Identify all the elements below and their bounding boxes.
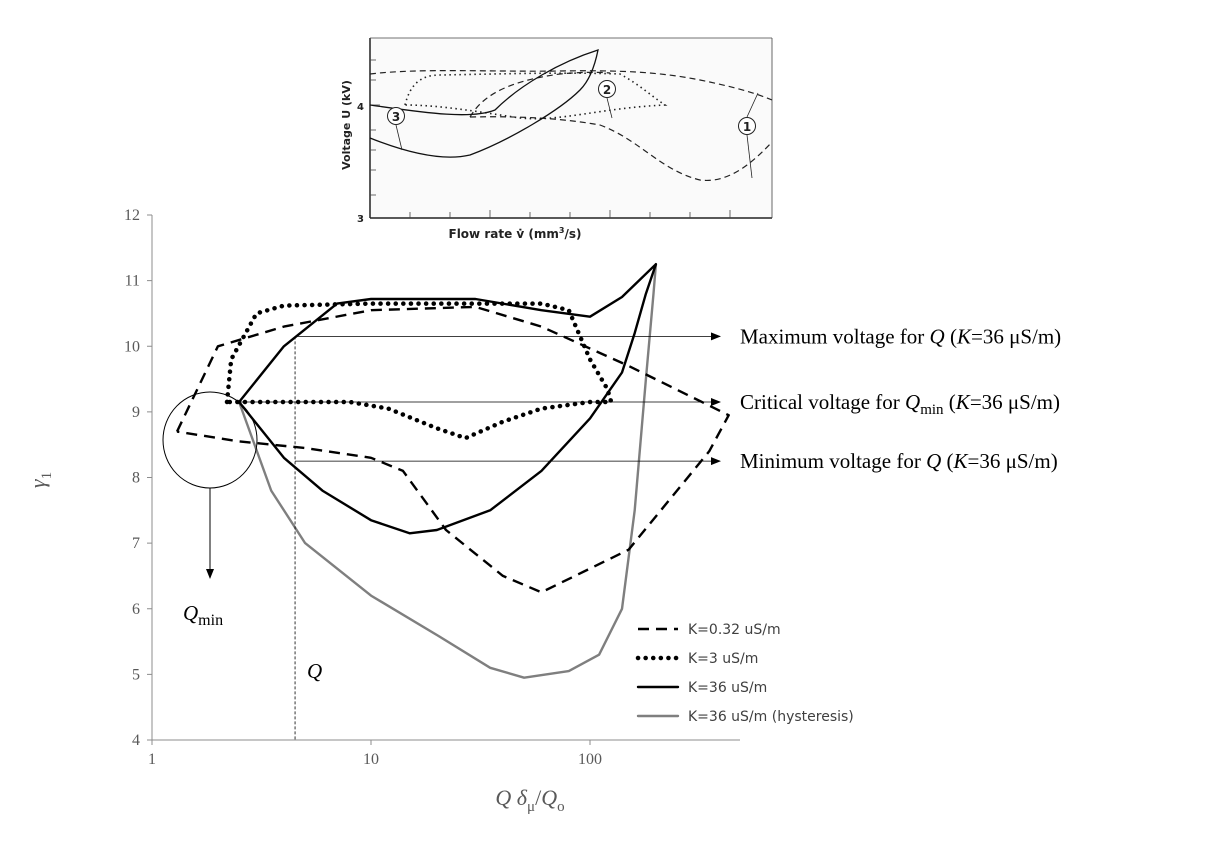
legend-label-2: K=3 uS/m bbox=[688, 651, 758, 667]
inset-chart: 3 2 1 4 3 Voltage U (kV) Flow rate v̇ (m… bbox=[340, 37, 773, 241]
legend-label-4: K=36 uS/m (hysteresis) bbox=[688, 709, 854, 725]
critical-voltage-annotation: Critical voltage for Qmin (K=36 μS/m) bbox=[740, 390, 1060, 418]
series-line-4 bbox=[237, 263, 658, 679]
q-marker-label: Q bbox=[307, 659, 322, 683]
max-voltage-annotation: Maximum voltage for Q (K=36 μS/m) bbox=[740, 324, 1061, 348]
x-tick-label: 1 bbox=[148, 751, 156, 768]
svg-text:1: 1 bbox=[743, 120, 751, 134]
legend-label-3: K=36 uS/m bbox=[688, 680, 767, 696]
y-tick-label: 11 bbox=[125, 273, 140, 290]
qmin-circle bbox=[162, 391, 258, 489]
y-tick-label: 6 bbox=[132, 601, 140, 618]
svg-text:3: 3 bbox=[392, 110, 400, 124]
y-tick-label: 8 bbox=[132, 470, 140, 487]
legend: K=0.32 uS/m K=3 uS/m K=36 uS/m K=36 uS/m (h… bbox=[635, 622, 854, 725]
svg-text:2: 2 bbox=[603, 83, 611, 97]
y-axis-title: γ1 bbox=[25, 472, 55, 488]
legend-label-1: K=0.32 uS/m bbox=[688, 622, 781, 638]
inset-curve-2 bbox=[403, 72, 668, 120]
inset-curve-3 bbox=[369, 49, 599, 158]
min-voltage-annotation: Minimum voltage for Q (K=36 μS/m) bbox=[740, 449, 1058, 473]
inset-curve-label-3: 3 bbox=[387, 107, 405, 151]
series-line-1 bbox=[175, 305, 730, 594]
inset-ytick-4: 4 bbox=[357, 102, 364, 113]
y-tick-label: 4 bbox=[132, 732, 140, 749]
inset-curve-1 bbox=[369, 70, 773, 181]
x-axis-title: Q δμ/Qo bbox=[495, 785, 564, 815]
series-line-3 bbox=[237, 263, 658, 535]
y-tick-label: 9 bbox=[132, 404, 140, 421]
y-tick-label: 5 bbox=[132, 666, 140, 683]
x-tick-label: 10 bbox=[363, 751, 379, 768]
y-tick-label: 12 bbox=[124, 207, 140, 224]
inset-y-label: Voltage U (kV) bbox=[340, 80, 353, 170]
inset-ytick-3: 3 bbox=[357, 214, 364, 225]
qmin-label: Qmin bbox=[183, 601, 223, 629]
inset-curve-label-2: 2 bbox=[598, 80, 616, 119]
main-chart: 4 5 6 7 8 9 10 11 12 1 10 100 Qmin Q Maximum voltag… bbox=[25, 207, 1061, 815]
inset-x-label: Flow rate v̇ (mm3/s) bbox=[449, 226, 582, 241]
x-tick-label: 100 bbox=[578, 751, 602, 768]
series-line-2 bbox=[224, 301, 614, 441]
inset-curve-label-1: 1 bbox=[738, 92, 759, 179]
y-tick-label: 7 bbox=[132, 535, 140, 552]
y-tick-label: 10 bbox=[124, 338, 140, 355]
